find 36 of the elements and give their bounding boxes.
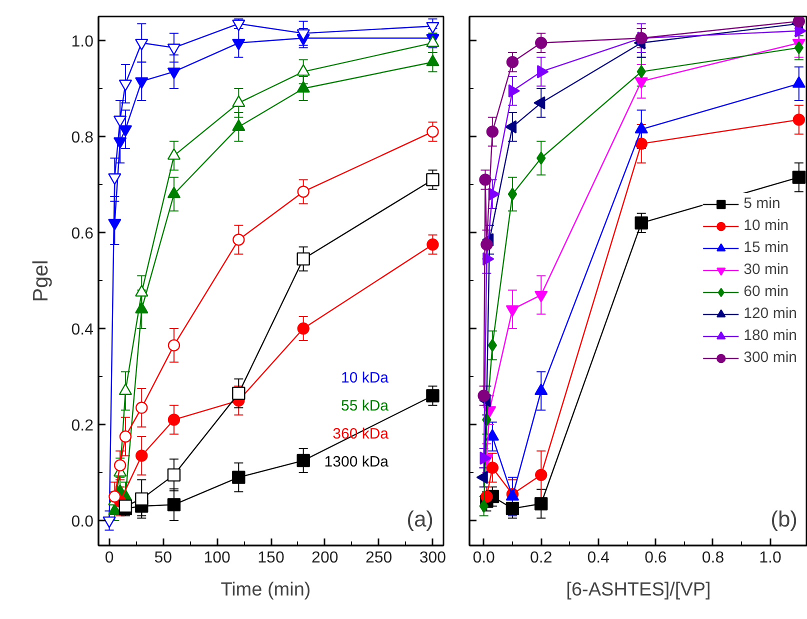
y-tick-label: 0.2 — [71, 418, 94, 435]
legend-label: 5 min — [744, 194, 780, 214]
x-axis-title: Time (min) — [220, 580, 311, 600]
y-tick-label: 1.0 — [71, 34, 94, 50]
legend-label: 180 min — [744, 326, 797, 346]
x-axis-title: [6-ASHTES]/[VP] — [566, 580, 711, 600]
y-axis-title: Pgel — [29, 260, 52, 302]
legend-label: 60 min — [744, 282, 789, 302]
legend-label: 30 min — [744, 260, 789, 280]
x-tick-label: 50 — [154, 550, 172, 566]
x-tick-label: 0.2 — [530, 550, 552, 566]
x-tick-label: 0.0 — [472, 550, 496, 566]
x-tick-label: 0.8 — [702, 550, 724, 566]
annotation: (b) — [770, 506, 798, 532]
legend-label: 10 min — [744, 216, 789, 236]
x-tick-label: 0.4 — [587, 550, 610, 566]
x-tick-label: 1.0 — [759, 550, 782, 566]
legend-label: 15 min — [744, 238, 789, 258]
series-label: 1300 kDa — [324, 454, 390, 470]
x-tick-label: 100 — [204, 550, 231, 566]
x-tick-label: 0.6 — [644, 550, 667, 566]
x-tick-label: 200 — [312, 550, 338, 566]
x-tick-label: 0 — [104, 550, 114, 566]
legend-label: 300 min — [744, 348, 797, 368]
text: 10 kDa — [340, 370, 390, 386]
y-tick-label: 0.8 — [71, 130, 94, 147]
y-tick-label: 0.4 — [71, 322, 94, 339]
legend-label: 120 min — [744, 304, 797, 324]
x-tick-label: 250 — [365, 550, 392, 566]
y-tick-label: 0.6 — [71, 226, 94, 243]
text: 55 kDa — [340, 398, 390, 414]
text: 360 kDa — [332, 426, 390, 442]
x-tick-label: 300 — [419, 550, 446, 566]
annotation: (a) — [406, 506, 434, 532]
y-tick-label: 0.0 — [71, 514, 94, 531]
x-tick-label: 150 — [258, 550, 284, 566]
